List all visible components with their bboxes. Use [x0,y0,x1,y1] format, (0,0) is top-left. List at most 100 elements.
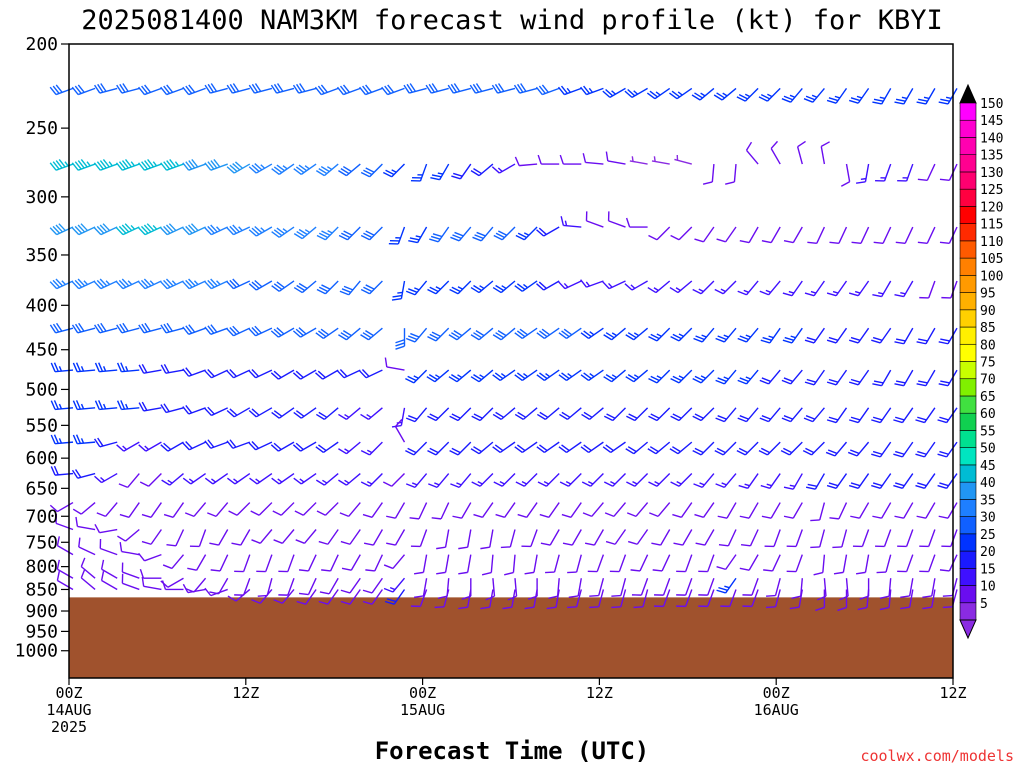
wind-barb [672,502,693,518]
wind-barb [226,368,251,379]
terrain-fill [69,597,953,678]
wind-barb [654,577,671,596]
wind-barb [292,441,317,452]
wind-barb [472,226,494,242]
wind-barb [227,588,251,602]
wind-barb [449,441,472,456]
wind-barb [295,529,317,544]
credit-text[interactable]: coolwx.com/models [860,747,1014,765]
wind-barb [607,211,626,228]
wind-barb [584,529,605,546]
wind-barb [485,578,496,601]
wind-barb [804,369,825,386]
wind-barb [271,280,295,292]
y-tick-label: 700 [25,506,58,527]
wind-barb [495,502,516,518]
wind-barb [714,441,737,456]
wind-barb [630,554,649,572]
wind-barb [922,589,936,610]
wind-barb [714,280,737,295]
wind-barb [848,327,870,344]
wind-barb [803,87,825,103]
wind-barb [847,441,870,457]
wind-barb [271,407,295,419]
y-tick-label: 250 [25,118,58,139]
wind-barb [78,537,96,556]
colorbar-label: 100 [980,269,1003,284]
x-tick-label: 15AUG [400,701,445,719]
wind-barb [161,473,184,486]
colorbar-label: 35 [980,493,996,508]
wind-barb [879,589,892,611]
wind-barb [96,502,118,518]
wind-barb [458,589,472,610]
colorbar-swatch [959,137,977,155]
wind-barb [360,163,383,178]
x-tick-label: 00Z [763,684,790,702]
wind-barb [919,554,936,573]
wind-barb [209,577,229,595]
wind-barb [558,327,582,340]
wind-barb [826,473,848,489]
wind-barb [336,84,361,96]
colorbar-label: 85 [980,321,996,336]
wind-barb [50,362,74,373]
wind-barb [273,589,295,604]
wind-barb [93,159,118,171]
wind-barb [382,163,405,178]
wind-barb [782,327,803,344]
wind-barb [381,84,405,96]
wind-barb [813,554,826,576]
wind-barb [338,473,361,486]
wind-barb [360,441,383,456]
wind-barb [248,325,273,337]
wind-barb [425,83,449,94]
wind-barb [210,554,229,572]
wind-barb [786,529,803,548]
wind-barb [163,502,185,518]
wind-barb [676,589,693,608]
x-tick-label: 14AUG [46,701,91,719]
wind-barb [826,327,848,344]
wind-barb [481,554,494,576]
wind-barb [713,87,737,101]
wind-barb [605,529,627,545]
wind-barb [470,327,494,341]
wind-barb [873,226,892,245]
wind-barb [450,226,472,242]
wind-barb [94,472,118,484]
wind-barb [316,280,339,295]
wind-barb [394,418,406,443]
wind-barb [524,589,538,610]
wind-barb [318,589,339,605]
wind-barb [603,407,626,422]
wind-barb [915,441,936,458]
wind-barb [100,559,118,579]
wind-barb [336,368,361,379]
wind-barb [410,163,428,182]
wind-barb [75,516,96,531]
wind-barb [204,406,228,417]
wind-barb [270,83,295,94]
wind-barb [118,473,140,488]
wind-barb [859,578,870,600]
wind-barb [204,324,228,335]
wind-barb [742,589,759,608]
wind-barb [715,473,737,488]
colorbar-swatch [959,533,977,552]
wind-barb [582,153,604,165]
wind-barb [71,469,96,479]
wind-barb [605,151,626,165]
wind-barb [669,280,693,294]
wind-barb [603,327,626,341]
wind-barb [895,226,914,245]
wind-barb [829,226,848,245]
wind-barb [720,589,737,608]
wind-barb [826,280,848,297]
wind-barb [72,502,96,515]
wind-barb [470,369,494,383]
colorbar-swatch [959,464,977,483]
wind-barb [759,280,781,296]
wind-barb [670,226,693,241]
